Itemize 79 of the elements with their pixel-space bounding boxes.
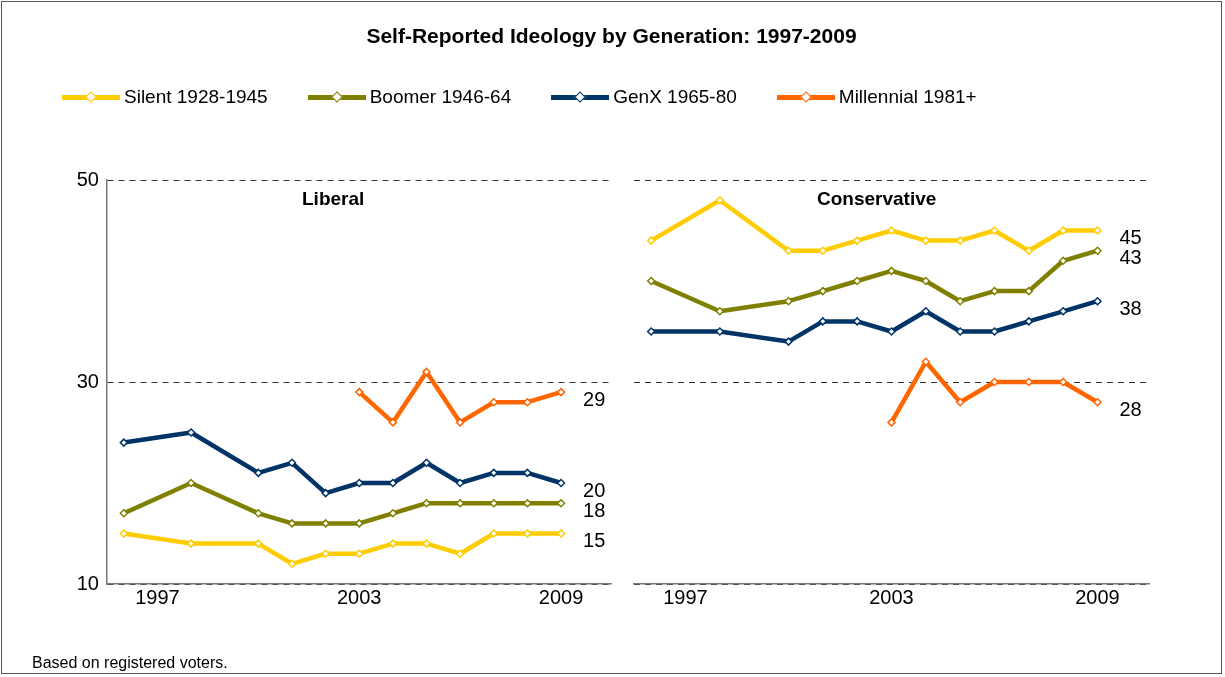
data-label: 15 xyxy=(583,529,606,552)
point xyxy=(1093,296,1102,306)
y-tick-label: 30 xyxy=(76,369,99,392)
point xyxy=(321,488,330,498)
point xyxy=(887,327,896,336)
point xyxy=(990,226,999,235)
chart-subtitle: Conservative xyxy=(817,188,937,210)
point xyxy=(355,549,364,558)
point xyxy=(388,418,398,427)
point xyxy=(254,509,263,518)
point xyxy=(355,387,364,397)
point xyxy=(887,266,896,276)
point xyxy=(422,367,431,377)
point xyxy=(887,418,896,427)
point xyxy=(254,539,263,548)
point xyxy=(1024,246,1034,255)
data-label: 18 xyxy=(583,498,606,521)
text: Based on registered voters. xyxy=(32,654,228,672)
legend-label: Boomer 1946-64 xyxy=(369,86,512,108)
point xyxy=(921,357,931,367)
x-tick-label: 2009 xyxy=(1075,585,1120,608)
data-label: 29 xyxy=(583,387,606,410)
data-label: 38 xyxy=(1119,296,1142,319)
point xyxy=(818,286,828,296)
x-tick-label: 2003 xyxy=(337,585,382,608)
point xyxy=(287,559,297,569)
point xyxy=(715,195,725,205)
point xyxy=(287,458,297,468)
legend-label: Millennial 1981+ xyxy=(838,86,977,108)
y-tick-label: 10 xyxy=(76,571,99,594)
point xyxy=(921,276,931,286)
point xyxy=(1093,397,1102,407)
point xyxy=(1058,307,1068,316)
point xyxy=(646,236,656,245)
point xyxy=(784,296,793,306)
point xyxy=(254,468,263,478)
point xyxy=(355,519,364,528)
chart-subtitle: Liberal xyxy=(302,188,365,210)
legend-label: Silent 1928-1945 xyxy=(124,86,268,108)
data-label: 28 xyxy=(1119,397,1142,420)
point xyxy=(1093,246,1102,255)
x-tick-label: 1997 xyxy=(663,585,708,608)
point xyxy=(784,337,793,346)
point xyxy=(556,387,566,397)
point xyxy=(321,549,330,558)
legend-label: GenX 1965-80 xyxy=(613,86,737,108)
point xyxy=(646,276,656,286)
point xyxy=(523,529,532,538)
point xyxy=(321,519,330,528)
point xyxy=(990,327,999,336)
x-tick-label: 1997 xyxy=(135,585,180,608)
point xyxy=(1058,256,1068,266)
data-label: 43 xyxy=(1119,246,1142,269)
point xyxy=(887,226,896,235)
point xyxy=(852,276,862,286)
data-label: 45 xyxy=(1119,226,1142,249)
y-tick-label: 50 xyxy=(76,167,99,190)
point xyxy=(422,458,431,468)
point xyxy=(119,509,129,518)
point xyxy=(455,478,465,488)
point xyxy=(422,498,431,508)
point xyxy=(1093,226,1102,235)
data-label: 20 xyxy=(583,478,606,501)
chart-title: Self-Reported Ideology by Generation: 1997-2009 xyxy=(365,24,858,48)
point xyxy=(523,468,532,478)
point xyxy=(455,549,465,558)
point xyxy=(1024,317,1034,326)
point xyxy=(955,397,965,407)
point xyxy=(186,478,196,488)
point xyxy=(852,236,862,245)
point xyxy=(422,539,431,548)
x-tick-label: 2009 xyxy=(538,585,584,608)
point xyxy=(556,478,566,488)
x-tick-label: 2003 xyxy=(869,585,914,608)
point xyxy=(955,296,965,306)
point xyxy=(388,509,398,518)
point xyxy=(455,418,465,427)
point xyxy=(921,307,931,316)
point xyxy=(523,397,532,407)
